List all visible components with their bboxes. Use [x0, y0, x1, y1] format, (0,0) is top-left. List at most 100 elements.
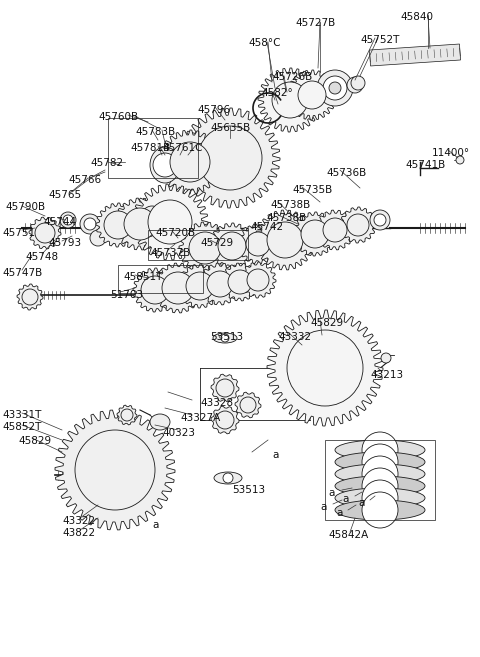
Circle shape: [168, 278, 188, 298]
Circle shape: [362, 480, 398, 516]
Text: 45735B: 45735B: [292, 185, 332, 195]
Polygon shape: [238, 224, 278, 264]
Circle shape: [272, 82, 308, 118]
Ellipse shape: [335, 440, 425, 460]
Circle shape: [309, 352, 341, 384]
Circle shape: [153, 153, 177, 177]
Text: 45747B: 45747B: [2, 268, 42, 278]
Text: 45742: 45742: [250, 222, 283, 232]
Polygon shape: [340, 207, 376, 243]
Text: a: a: [320, 502, 326, 512]
Polygon shape: [29, 217, 61, 249]
Text: a: a: [342, 494, 348, 504]
Polygon shape: [211, 374, 239, 402]
Text: 45729: 45729: [200, 238, 233, 248]
Text: 45736B: 45736B: [326, 168, 366, 178]
Circle shape: [91, 446, 139, 494]
Text: 45752T: 45752T: [360, 35, 399, 45]
Circle shape: [456, 156, 464, 164]
Text: 45727B: 45727B: [295, 18, 335, 28]
Circle shape: [287, 330, 363, 406]
Circle shape: [362, 468, 398, 504]
Ellipse shape: [335, 476, 425, 496]
Text: 45720B: 45720B: [155, 228, 195, 238]
Text: 45842A: 45842A: [328, 530, 368, 540]
Polygon shape: [199, 263, 241, 305]
Circle shape: [246, 232, 270, 256]
Ellipse shape: [335, 464, 425, 484]
Circle shape: [84, 218, 96, 230]
Text: 45829: 45829: [18, 436, 51, 446]
Polygon shape: [96, 203, 140, 247]
Circle shape: [186, 272, 214, 300]
Text: 45741B: 45741B: [405, 160, 445, 170]
Circle shape: [39, 227, 51, 239]
Circle shape: [362, 432, 398, 468]
Text: 43322: 43322: [62, 516, 95, 526]
Text: a: a: [328, 488, 335, 498]
Circle shape: [80, 214, 100, 234]
Circle shape: [90, 230, 106, 246]
Circle shape: [162, 272, 194, 304]
Text: 45765: 45765: [48, 190, 81, 200]
Polygon shape: [180, 108, 280, 208]
Bar: [148, 230, 248, 260]
Circle shape: [221, 334, 229, 342]
Text: 45760B: 45760B: [98, 112, 138, 122]
Circle shape: [100, 455, 130, 485]
Circle shape: [323, 218, 347, 242]
Ellipse shape: [214, 472, 242, 484]
Polygon shape: [158, 130, 222, 194]
Text: a: a: [336, 508, 342, 518]
Circle shape: [80, 435, 150, 505]
Circle shape: [223, 237, 241, 255]
Circle shape: [347, 214, 369, 236]
Circle shape: [63, 215, 73, 225]
Text: 45738B: 45738B: [270, 200, 310, 210]
Circle shape: [170, 142, 210, 182]
Polygon shape: [117, 405, 137, 425]
Circle shape: [362, 444, 398, 480]
Ellipse shape: [150, 414, 170, 430]
Text: 45796: 45796: [197, 105, 230, 115]
Text: a: a: [358, 498, 364, 508]
Circle shape: [370, 210, 390, 230]
Circle shape: [323, 76, 347, 100]
Text: 4582°: 4582°: [261, 88, 293, 98]
Text: 45748: 45748: [25, 252, 58, 262]
Circle shape: [177, 149, 203, 175]
Text: 45851T: 45851T: [123, 272, 162, 282]
Polygon shape: [178, 264, 222, 308]
Polygon shape: [235, 392, 261, 418]
Text: 45783B: 45783B: [135, 127, 175, 137]
Ellipse shape: [335, 500, 425, 520]
Text: 43327A: 43327A: [180, 413, 220, 423]
Circle shape: [362, 492, 398, 528]
Circle shape: [104, 211, 132, 239]
Polygon shape: [315, 210, 355, 250]
Text: 40323: 40323: [162, 428, 195, 438]
Ellipse shape: [335, 488, 425, 508]
Polygon shape: [153, 263, 203, 313]
Ellipse shape: [140, 206, 164, 234]
Circle shape: [240, 397, 256, 413]
Polygon shape: [55, 410, 175, 530]
Circle shape: [362, 456, 398, 492]
Circle shape: [141, 276, 169, 304]
Bar: [108, 118, 198, 178]
Text: 45852T: 45852T: [2, 422, 41, 432]
Text: 43328: 43328: [200, 398, 233, 408]
Ellipse shape: [347, 77, 363, 93]
Polygon shape: [370, 44, 460, 66]
Circle shape: [35, 223, 55, 243]
Polygon shape: [255, 210, 315, 270]
Text: 45737B: 45737B: [150, 248, 190, 258]
Text: 458°C: 458°C: [248, 38, 280, 48]
Circle shape: [329, 82, 341, 94]
Circle shape: [218, 232, 246, 260]
Text: 45840: 45840: [400, 12, 433, 22]
Circle shape: [156, 208, 184, 236]
Text: 45790B: 45790B: [5, 202, 45, 212]
Circle shape: [208, 136, 252, 180]
Circle shape: [374, 214, 386, 226]
